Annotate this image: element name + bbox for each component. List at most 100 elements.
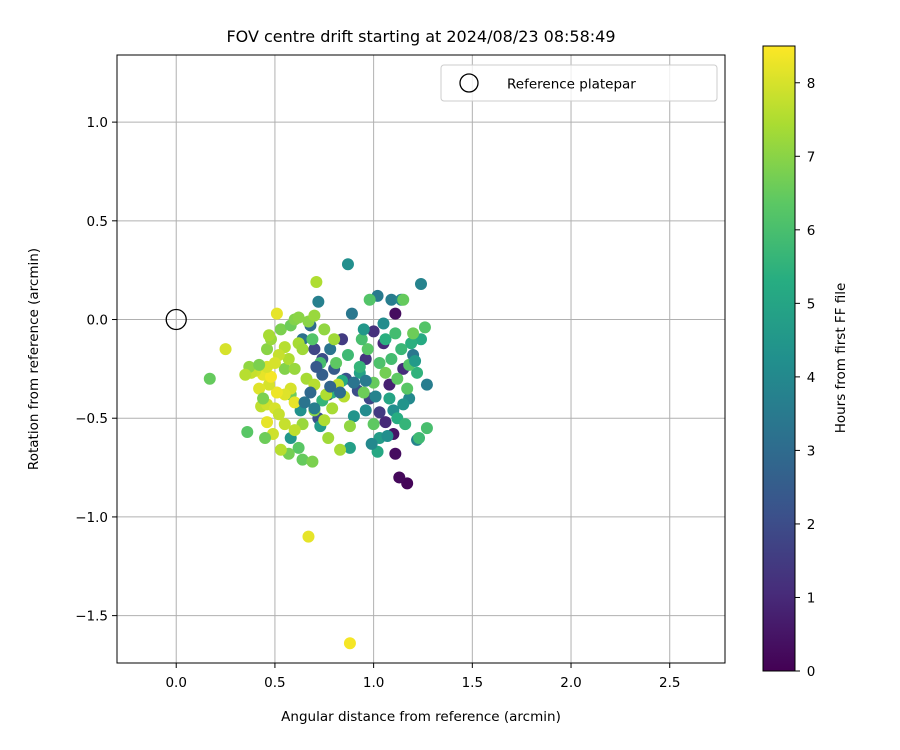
data-point (363, 293, 376, 306)
x-tick-label: 0.5 (264, 675, 285, 691)
data-point (369, 390, 382, 403)
data-point (261, 343, 274, 356)
y-tick-label: −1.5 (75, 609, 108, 625)
x-tick-label: 1.0 (363, 675, 384, 691)
data-point (288, 424, 301, 437)
data-point (288, 362, 301, 375)
data-point (278, 362, 291, 375)
data-point (274, 323, 287, 336)
data-point (357, 386, 370, 399)
data-point (389, 447, 402, 460)
data-point (415, 277, 427, 290)
data-point (308, 402, 321, 415)
data-point (343, 441, 356, 454)
y-tick-label: 1.0 (87, 115, 108, 131)
colorbar-tick-label: 7 (807, 149, 816, 165)
data-point (341, 349, 354, 362)
data-point (270, 386, 283, 399)
data-point (282, 353, 295, 365)
data-point (302, 530, 315, 543)
data-point (397, 398, 410, 411)
data-point (395, 343, 408, 356)
x-tick-label: 2.0 (560, 675, 581, 691)
colorbar-tick-label: 1 (807, 590, 816, 606)
colorbar-fill (763, 46, 795, 671)
data-point (399, 418, 412, 431)
colorbar-tick-label: 0 (807, 664, 816, 680)
data-point (341, 258, 354, 271)
data-point (413, 431, 426, 444)
data-point (334, 443, 347, 456)
colorbar-label: Hours from first FF file (833, 283, 849, 434)
data-point (253, 358, 266, 371)
x-tick-label: 1.5 (462, 675, 483, 691)
data-point (347, 410, 360, 423)
legend: Reference platepar (440, 64, 718, 102)
x-axis-label: Angular distance from reference (arcmin) (281, 709, 561, 725)
data-point (381, 429, 394, 442)
colorbar: 0 1 2 3 4 5 6 7 8 (762, 45, 816, 680)
colorbar-frame (762, 45, 796, 672)
data-point (292, 311, 305, 324)
data-point (397, 293, 410, 306)
reference-platepar-marker (165, 308, 187, 331)
legend-box (440, 64, 718, 102)
data-point (373, 406, 386, 419)
axes-frame (116, 54, 726, 664)
data-point (361, 343, 374, 356)
x-tick-label: 2.5 (659, 675, 680, 691)
data-point (306, 455, 319, 468)
data-point (296, 453, 309, 466)
data-point (377, 317, 390, 330)
colorbar-tick-label: 3 (807, 443, 816, 459)
data-point (263, 329, 275, 342)
data-point (391, 372, 404, 385)
plot-area: 0.0 0.5 1.0 1.5 2.0 2.5 1.0 0.5 0.0 −0.5 −1.0 −1.5 (75, 54, 726, 691)
data-point (268, 356, 281, 369)
data-point (389, 327, 402, 340)
data-point (264, 370, 277, 383)
data-point (259, 431, 272, 444)
data-point (418, 321, 431, 334)
data-point (278, 418, 291, 431)
colorbar-tick-label: 4 (807, 370, 816, 386)
data-point (203, 372, 216, 385)
y-tick-label: 0.5 (87, 214, 108, 230)
data-point (288, 396, 301, 409)
data-point (312, 295, 325, 308)
data-point (306, 333, 319, 346)
data-point (411, 366, 424, 379)
data-point (393, 471, 406, 484)
data-point (318, 323, 331, 336)
data-point (385, 353, 398, 365)
data-point (274, 443, 287, 456)
data-point (367, 418, 380, 431)
data-point (322, 431, 335, 444)
data-point (261, 416, 274, 429)
data-point (353, 360, 366, 373)
data-point (367, 325, 380, 338)
colorbar-tick-label: 5 (807, 296, 816, 312)
data-point (373, 356, 386, 369)
data-point (389, 307, 402, 320)
y-axis-label: Rotation from reference (arcmin) (26, 248, 42, 470)
data-point (328, 333, 341, 346)
data-point (296, 343, 309, 356)
data-point (379, 333, 392, 346)
data-point (239, 368, 252, 381)
data-point (253, 382, 266, 395)
data-point (379, 366, 392, 379)
data-point (308, 309, 321, 322)
data-point (270, 307, 283, 320)
data-point (385, 293, 398, 306)
data-point (407, 327, 420, 340)
data-point (401, 382, 414, 395)
data-point (383, 392, 396, 405)
x-tick-label: 0.0 (165, 675, 186, 691)
legend-entry-reference: Reference platepar (507, 77, 636, 93)
y-tick-label: 0.0 (87, 313, 108, 329)
data-point (292, 441, 305, 454)
legend-marker-reference (459, 73, 479, 93)
data-point (272, 408, 285, 421)
